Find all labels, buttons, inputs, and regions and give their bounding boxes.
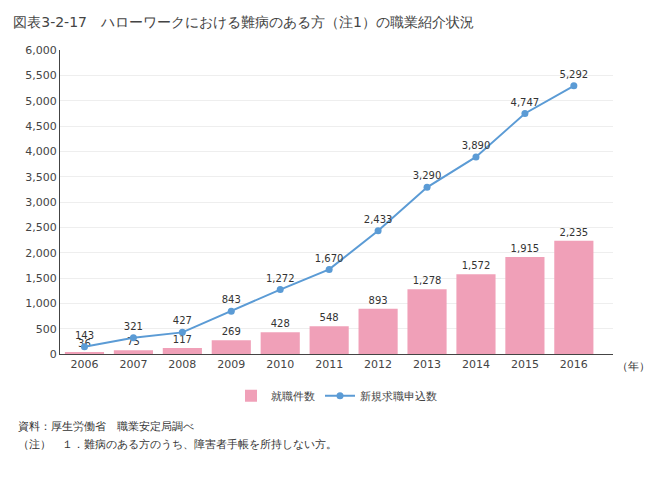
svg-text:1,272: 1,272 <box>266 273 295 284</box>
svg-text:2006: 2006 <box>70 358 98 371</box>
svg-text:5,000: 5,000 <box>25 95 57 108</box>
svg-text:1,670: 1,670 <box>315 253 344 264</box>
svg-text:548: 548 <box>320 312 339 323</box>
svg-text:1,572: 1,572 <box>462 260 491 271</box>
svg-text:2007: 2007 <box>119 358 147 371</box>
svg-text:4,500: 4,500 <box>25 120 57 133</box>
svg-text:843: 843 <box>222 294 241 305</box>
svg-text:1,915: 1,915 <box>511 243 540 254</box>
svg-text:2012: 2012 <box>364 358 392 371</box>
svg-text:3,500: 3,500 <box>25 171 57 184</box>
svg-text:427: 427 <box>173 315 192 326</box>
svg-text:428: 428 <box>271 318 290 329</box>
svg-text:資料：厚生労働省 職業安定局調べ: 資料：厚生労働省 職業安定局調べ <box>18 420 194 433</box>
svg-text:2,500: 2,500 <box>25 221 57 234</box>
svg-text:2010: 2010 <box>266 358 294 371</box>
svg-text:3,290: 3,290 <box>413 170 442 181</box>
svg-text:269: 269 <box>222 326 241 337</box>
svg-text:2,433: 2,433 <box>364 214 393 225</box>
svg-text:就職件数: 就職件数 <box>271 390 315 403</box>
svg-text:5,500: 5,500 <box>25 69 57 82</box>
svg-text:4,000: 4,000 <box>25 145 57 158</box>
svg-text:3,890: 3,890 <box>462 140 491 151</box>
svg-text:36: 36 <box>78 338 91 349</box>
svg-text:新規求職申込数: 新規求職申込数 <box>360 390 437 403</box>
svg-text:（注） １．難病のある方のうち、障害者手帳を所持しない方。: （注） １．難病のある方のうち、障害者手帳を所持しない方。 <box>18 438 337 451</box>
svg-text:4,747: 4,747 <box>511 97 540 108</box>
svg-text:143: 143 <box>75 330 94 341</box>
svg-text:1,278: 1,278 <box>413 275 442 286</box>
svg-text:2,000: 2,000 <box>25 247 57 260</box>
svg-text:893: 893 <box>369 295 388 306</box>
svg-text:2008: 2008 <box>168 358 196 371</box>
svg-text:1,500: 1,500 <box>25 272 57 285</box>
svg-text:（年）: （年） <box>617 360 650 373</box>
svg-text:2014: 2014 <box>462 358 490 371</box>
svg-text:3,000: 3,000 <box>25 196 57 209</box>
svg-text:500: 500 <box>36 323 57 336</box>
svg-text:2,235: 2,235 <box>560 227 589 238</box>
svg-text:2015: 2015 <box>511 358 539 371</box>
svg-text:6,000: 6,000 <box>25 44 57 57</box>
svg-text:0: 0 <box>50 348 57 361</box>
svg-text:1,000: 1,000 <box>25 297 57 310</box>
svg-text:5,292: 5,292 <box>560 69 589 80</box>
svg-text:2016: 2016 <box>560 358 588 371</box>
svg-text:321: 321 <box>124 321 143 332</box>
svg-text:図表3-2-17 ハローワークにおける難病のある方（注1）の: 図表3-2-17 ハローワークにおける難病のある方（注1）の職業紹介状況 <box>13 14 474 30</box>
svg-text:117: 117 <box>173 334 192 345</box>
svg-text:2011: 2011 <box>315 358 343 371</box>
svg-text:75: 75 <box>127 336 140 347</box>
svg-text:2013: 2013 <box>413 358 441 371</box>
svg-text:2009: 2009 <box>217 358 245 371</box>
